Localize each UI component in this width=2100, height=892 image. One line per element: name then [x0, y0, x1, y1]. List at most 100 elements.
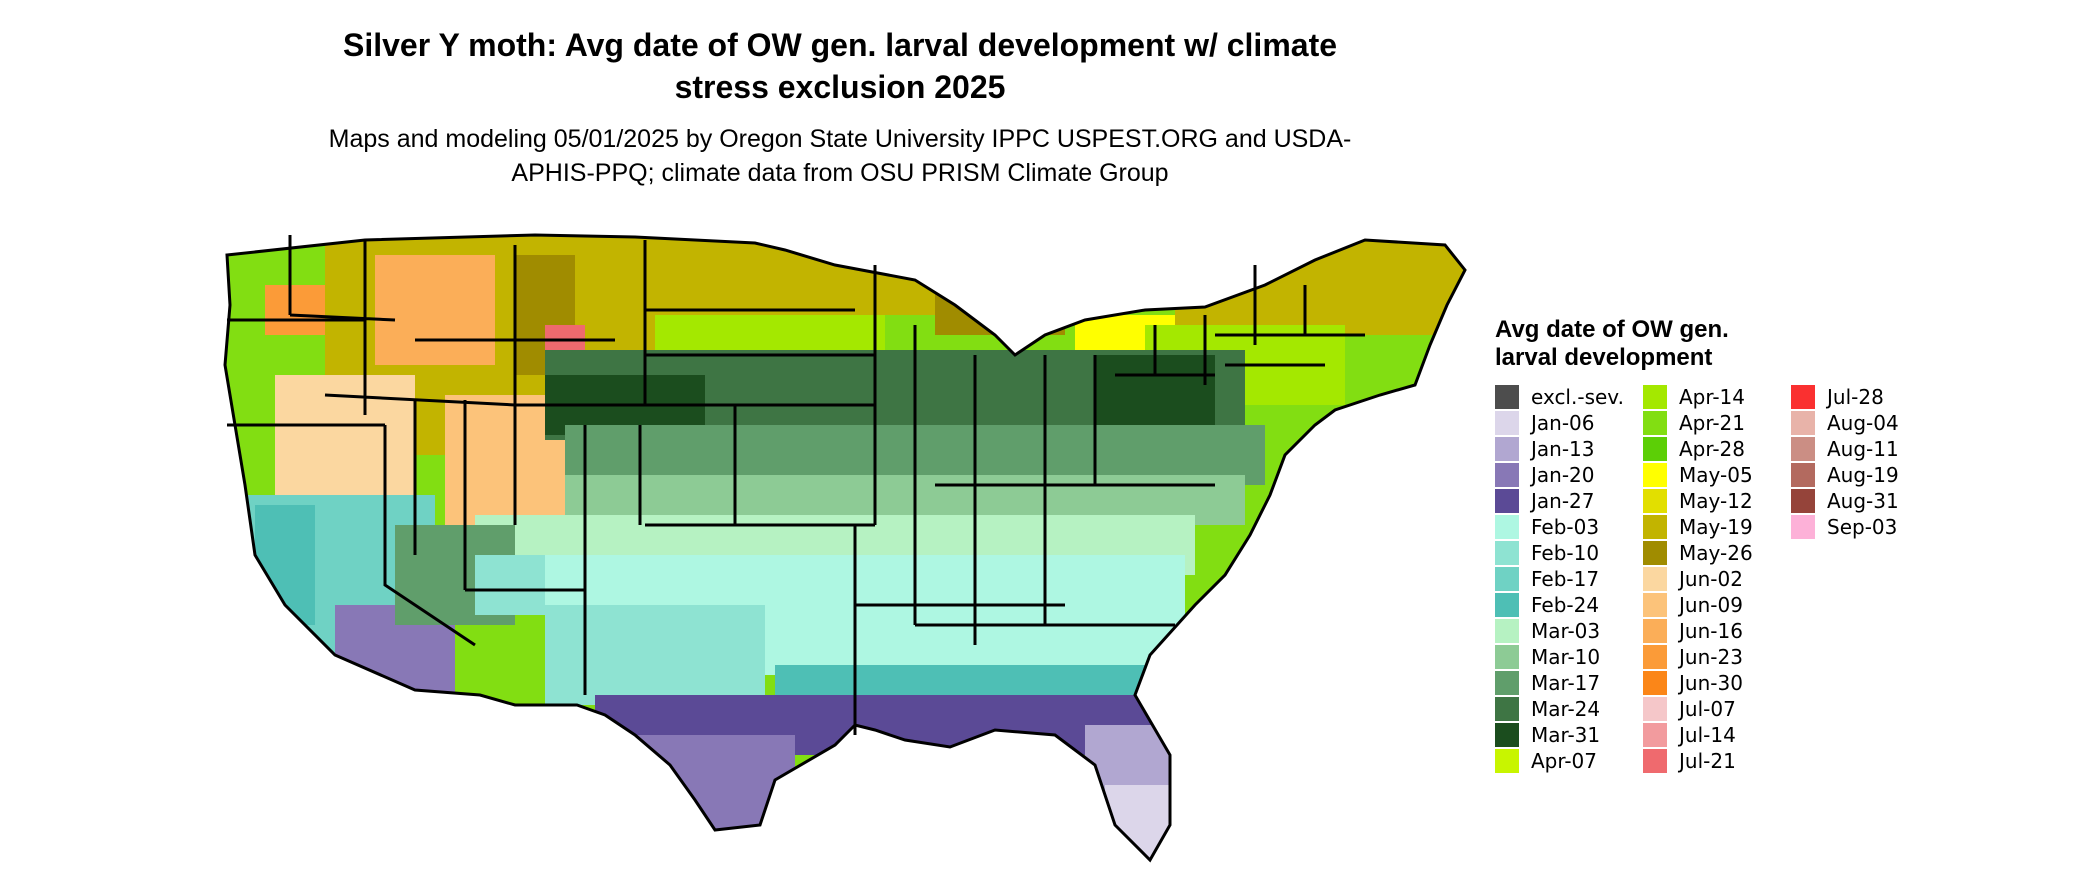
legend-item: Aug-11 — [1791, 436, 1899, 462]
legend-swatch — [1643, 645, 1667, 669]
legend-swatch — [1643, 489, 1667, 513]
legend-label: Feb-17 — [1531, 567, 1600, 591]
legend-swatch — [1791, 385, 1815, 409]
legend-swatch — [1643, 723, 1667, 747]
legend-item: Mar-17 — [1495, 670, 1600, 696]
legend-item: Feb-17 — [1495, 566, 1599, 592]
legend-item: Apr-21 — [1643, 410, 1745, 436]
legend-swatch — [1791, 437, 1815, 461]
legend-label: Apr-14 — [1679, 385, 1745, 409]
legend-swatch — [1495, 697, 1519, 721]
legend-label: Mar-03 — [1531, 619, 1601, 643]
legend-label: Jun-23 — [1679, 645, 1743, 669]
legend-swatch — [1495, 671, 1519, 695]
legend-item: Apr-07 — [1495, 748, 1597, 774]
legend-label: Apr-21 — [1679, 411, 1745, 435]
legend-label: Aug-11 — [1827, 437, 1899, 461]
legend-swatch — [1495, 749, 1519, 773]
map-title: Silver Y moth: Avg date of OW gen. larva… — [342, 27, 1338, 105]
legend-label: Jul-14 — [1679, 723, 1736, 747]
legend-item: Feb-03 — [1495, 514, 1599, 540]
legend-swatch — [1791, 489, 1815, 513]
legend-label: Aug-19 — [1827, 463, 1899, 487]
legend-label: Jun-30 — [1679, 671, 1743, 695]
legend-item: Jul-28 — [1791, 384, 1884, 410]
legend-swatch — [1791, 463, 1815, 487]
legend-item: Jan-13 — [1495, 436, 1595, 462]
legend-label: Mar-24 — [1531, 697, 1601, 721]
legend-label: Jul-21 — [1679, 749, 1736, 773]
legend-item: May-05 — [1643, 462, 1753, 488]
legend-item: Apr-14 — [1643, 384, 1745, 410]
legend-swatch — [1791, 515, 1815, 539]
legend-label: Aug-04 — [1827, 411, 1899, 435]
legend-label: Mar-31 — [1531, 723, 1601, 747]
map-legend: Avg date of OW gen. larval development e… — [1495, 316, 1899, 804]
legend-label: May-05 — [1679, 463, 1753, 487]
legend-item: Jul-14 — [1643, 722, 1736, 748]
legend-item: Jan-27 — [1495, 488, 1595, 514]
legend-label: May-12 — [1679, 489, 1753, 513]
legend-label: May-26 — [1679, 541, 1753, 565]
legend-item: Mar-31 — [1495, 722, 1600, 748]
legend-item: Jun-09 — [1643, 592, 1743, 618]
legend-label: Mar-17 — [1531, 671, 1601, 695]
legend-swatch — [1495, 411, 1519, 435]
legend-swatch — [1643, 671, 1667, 695]
legend-swatch — [1495, 437, 1519, 461]
legend-item: May-26 — [1643, 540, 1753, 566]
legend-item: Sep-03 — [1791, 514, 1897, 540]
legend-label: Apr-28 — [1679, 437, 1745, 461]
legend-item: May-12 — [1643, 488, 1753, 514]
legend-swatch — [1643, 619, 1667, 643]
legend-label: May-19 — [1679, 515, 1753, 539]
legend-label: Mar-10 — [1531, 645, 1601, 669]
legend-swatch — [1495, 541, 1519, 565]
legend-item: Aug-19 — [1791, 462, 1899, 488]
legend-label: Sep-03 — [1827, 515, 1898, 539]
legend-label: Jan-27 — [1531, 489, 1595, 513]
legend-swatch — [1643, 437, 1667, 461]
legend-item: Mar-24 — [1495, 696, 1600, 722]
legend-swatch — [1495, 385, 1519, 409]
legend-swatch — [1643, 515, 1667, 539]
map-subtitle: Maps and modeling 05/01/2025 by Oregon S… — [328, 125, 1352, 187]
legend-label: Jul-07 — [1679, 697, 1736, 721]
us-map — [223, 233, 1467, 862]
legend-swatch — [1495, 593, 1519, 617]
legend-item: Jun-23 — [1643, 644, 1743, 670]
legend-item: excl.-sev. — [1495, 384, 1624, 410]
legend-label: Feb-24 — [1531, 593, 1600, 617]
legend-item: Aug-04 — [1791, 410, 1899, 436]
legend-swatch — [1643, 749, 1667, 773]
legend-item: Jun-02 — [1643, 566, 1743, 592]
legend-swatch — [1643, 593, 1667, 617]
legend-swatch — [1643, 541, 1667, 565]
legend-label: Jun-16 — [1679, 619, 1743, 643]
legend-label: Jan-13 — [1531, 437, 1595, 461]
legend-swatch — [1495, 619, 1519, 643]
legend-item: Jul-21 — [1643, 748, 1736, 774]
legend-label: Jan-20 — [1531, 463, 1595, 487]
legend-label: Aug-31 — [1827, 489, 1899, 513]
legend-label: Jan-06 — [1531, 411, 1595, 435]
legend-swatch — [1495, 515, 1519, 539]
legend-swatch — [1643, 385, 1667, 409]
legend-title: Avg date of OW gen. larval development — [1495, 316, 1729, 371]
legend-swatch — [1495, 723, 1519, 747]
legend-item: Feb-10 — [1495, 540, 1599, 566]
legend-item: Feb-24 — [1495, 592, 1599, 618]
legend-item: Mar-03 — [1495, 618, 1600, 644]
legend-item: Jan-06 — [1495, 410, 1595, 436]
legend-label: Jun-09 — [1679, 593, 1743, 617]
legend-swatch — [1791, 411, 1815, 435]
legend-swatch — [1643, 463, 1667, 487]
legend-swatch — [1495, 463, 1519, 487]
legend-item: Jan-20 — [1495, 462, 1595, 488]
legend-item: Mar-10 — [1495, 644, 1600, 670]
legend-item: May-19 — [1643, 514, 1753, 540]
legend-swatch — [1495, 645, 1519, 669]
legend-label: Jun-02 — [1679, 567, 1743, 591]
legend-label: Feb-10 — [1531, 541, 1600, 565]
legend-item: Jun-30 — [1643, 670, 1743, 696]
